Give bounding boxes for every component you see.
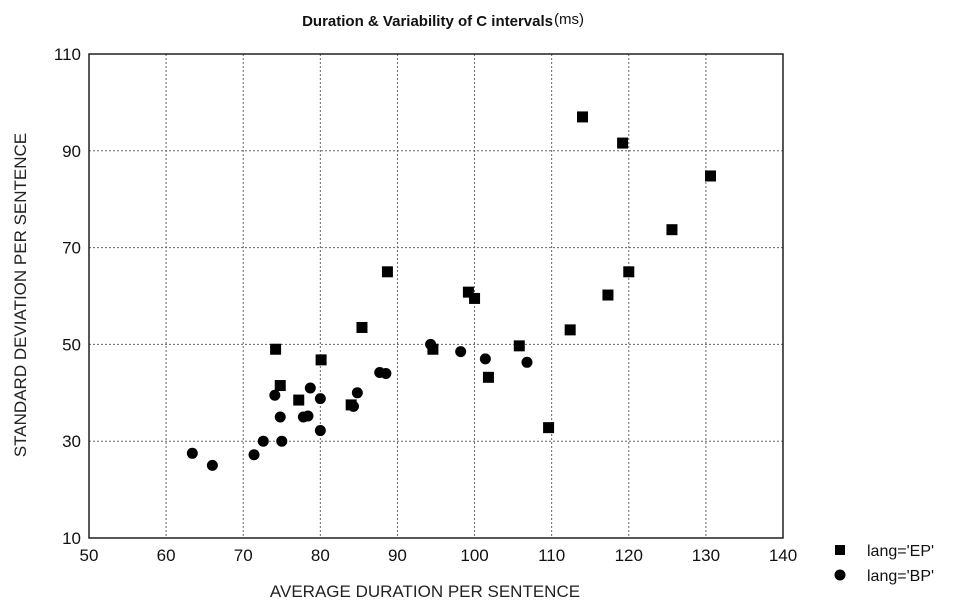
data-point-bp: [206, 459, 218, 471]
x-tick-label: 120: [615, 546, 643, 565]
x-axis-ticks: 50 60 70 80 90 100 110 120 130 140: [80, 546, 798, 565]
x-tick-label: 60: [157, 546, 176, 565]
data-point-ep: [623, 266, 635, 278]
data-point-ep: [274, 380, 286, 392]
y-tick-label: 30: [62, 432, 81, 451]
data-point-ep: [564, 324, 576, 336]
x-tick-label: 80: [311, 546, 330, 565]
y-tick-label: 50: [62, 335, 81, 354]
x-tick-label: 70: [234, 546, 253, 565]
data-point-bp: [425, 338, 437, 350]
data-point-bp: [248, 449, 260, 461]
data-point-ep: [381, 266, 393, 278]
data-point-bp: [304, 382, 316, 394]
data-point-bp: [521, 356, 533, 368]
data-point-ep: [666, 224, 678, 236]
data-point-ep: [462, 286, 474, 298]
x-tick-label: 50: [80, 546, 99, 565]
legend-square-marker: [835, 545, 845, 555]
data-point-bp: [274, 411, 286, 423]
data-point-bp: [479, 353, 491, 365]
y-tick-label: 110: [54, 45, 81, 64]
data-point-bp: [257, 435, 269, 447]
x-tick-label: 100: [460, 546, 488, 565]
legend-item-bp: lang='BP': [834, 568, 934, 585]
data-point-bp: [276, 435, 288, 447]
data-point-ep: [577, 111, 589, 123]
data-point-ep: [356, 321, 368, 333]
data-point-bp: [347, 400, 359, 412]
y-tick-label: 10: [62, 529, 81, 548]
data-point-ep: [602, 289, 614, 301]
data-point-bp: [269, 389, 281, 401]
data-point-ep: [617, 137, 629, 149]
x-tick-label: 90: [388, 546, 407, 565]
legend-circle-marker: [834, 569, 846, 581]
data-point-ep: [293, 394, 305, 406]
chart-title-unit: (ms): [554, 11, 584, 28]
grid: [89, 54, 783, 538]
data-point-ep: [270, 343, 282, 355]
data-point-ep: [469, 292, 481, 304]
plot-frame: [88, 53, 784, 539]
y-tick-label: 70: [62, 239, 81, 258]
data-point-ep: [705, 170, 717, 182]
legend-label-bp: lang='BP': [867, 568, 934, 585]
x-tick-label: 110: [538, 546, 565, 565]
legend-label-ep: lang='EP': [867, 543, 934, 560]
x-tick-label: 130: [692, 546, 720, 565]
legend-item-ep: lang='EP': [835, 543, 934, 560]
data-point-ep: [543, 422, 555, 434]
data-point-bp: [380, 367, 392, 379]
y-axis-ticks: 10 30 50 70 90 110: [54, 45, 81, 548]
data-point-bp: [302, 410, 314, 422]
data-point-bp: [314, 393, 326, 405]
data-point-bp: [455, 346, 467, 358]
y-axis-label: STANDARD DEVIATION PER SENTENCE: [11, 133, 30, 457]
data-point-ep: [513, 340, 525, 352]
data-point-bp: [351, 387, 363, 399]
data-point-ep: [482, 371, 494, 383]
data-point-ep: [315, 354, 327, 366]
data-point-bp: [186, 447, 198, 459]
x-axis-label: AVERAGE DURATION PER SENTENCE: [270, 582, 580, 601]
chart-title: Duration & Variability of C intervals: [302, 13, 553, 30]
data-point-bp: [314, 425, 326, 437]
legend: lang='EP' lang='BP': [834, 543, 934, 585]
x-tick-label: 140: [769, 546, 797, 565]
data-points: [186, 111, 717, 471]
y-tick-label: 90: [62, 142, 81, 161]
